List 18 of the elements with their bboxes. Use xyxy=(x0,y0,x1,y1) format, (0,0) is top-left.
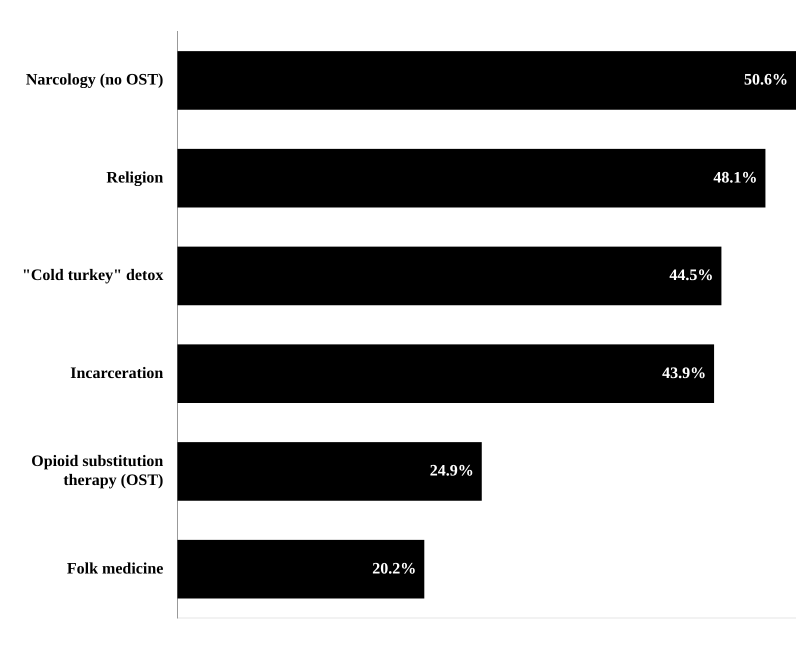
bar xyxy=(177,442,482,501)
y-tick-label: Religion xyxy=(106,169,164,186)
y-tick-label: Narcology (no OST) xyxy=(26,72,164,89)
y-tick-label: Folk medicine xyxy=(66,560,164,578)
data-label: 43.9% xyxy=(662,364,706,382)
y-tick-label: Opioid substitution therapy (OST) xyxy=(31,452,164,490)
bar xyxy=(177,344,714,403)
data-label: 20.2% xyxy=(372,560,416,578)
data-label: 24.9% xyxy=(430,462,474,480)
data-label: 48.1% xyxy=(713,169,758,186)
data-label: 50.6% xyxy=(744,72,788,89)
bar xyxy=(177,246,722,306)
bar xyxy=(177,51,796,110)
bar xyxy=(177,540,424,598)
y-tick-label: "Cold turkey" detox xyxy=(22,267,164,284)
data-label: 44.5% xyxy=(669,267,714,284)
y-tick-label: Incarceration xyxy=(70,364,164,382)
bar xyxy=(177,148,766,208)
